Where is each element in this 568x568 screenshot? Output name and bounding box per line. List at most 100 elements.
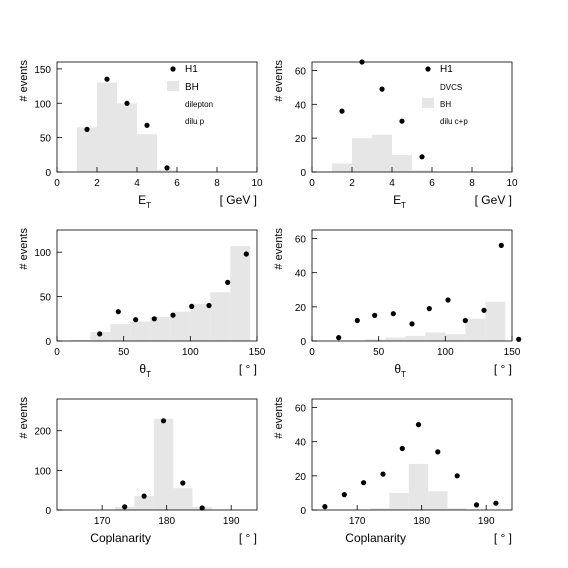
data-point [372,312,378,318]
data-point [322,504,328,510]
x-axis-label-main: Coplanarity [345,531,406,545]
legend-entry: BH [440,100,451,109]
legend-marker-point [425,66,431,72]
histogram-bar [485,301,506,341]
data-point [151,316,157,322]
y-axis-label: # events [273,397,285,439]
histogram-bar [150,317,171,341]
x-axis-unit: [ GeV ] [220,193,257,207]
legend-entry: BH [185,82,199,93]
y-tick-label: 150 [34,65,51,76]
data-point [409,321,415,327]
histogram-bar [130,321,151,341]
y-tick-label: 100 [34,99,51,110]
y-tick-label: 100 [34,466,51,477]
data-point [164,165,170,171]
y-tick-label: 60 [295,235,307,246]
y-tick-label: 60 [295,66,307,77]
y-tick-label: 50 [40,134,52,145]
histogram-bar [137,134,157,172]
x-axis-label-subscript: T [401,370,406,379]
plot-frame [311,398,513,511]
legend-entry: DVCS [440,83,462,92]
data-point [199,505,205,511]
x-axis-label-main: E [138,193,146,207]
x-axis-label-main: E [393,193,401,207]
data-point [336,335,342,341]
data-point [243,251,249,257]
legend-entry: dilepton [185,100,213,109]
x-axis-unit: [ ° ] [239,531,257,545]
histogram-bar [408,463,429,510]
y-tick-label: 0 [45,168,51,179]
data-point [124,100,130,106]
x-tick-label: 150 [249,347,266,358]
histogram-bar [465,318,486,341]
data-point [206,302,212,309]
data-point [225,279,231,285]
histogram-bar [405,335,426,341]
data-point [189,303,195,309]
histogram-bar [117,103,137,173]
data-point [180,480,186,486]
panel-5: 170 180 190 0 100 200 # events Coplanarity [ ° ] [18,397,258,545]
x-axis-label-main: θ [394,362,401,376]
data-point [379,86,385,92]
histogram-bar [190,303,211,341]
plot-frame [56,61,258,173]
histogram-bar [365,339,386,341]
plot-frame [56,398,258,511]
data-point [493,500,499,506]
data-point [498,242,504,248]
histogram-bar [428,491,448,510]
x-tick-label: 4 [134,178,140,189]
x-tick-label: 50 [118,347,130,358]
y-axis-label: # events [18,228,30,270]
data-point [426,306,432,312]
data-point [454,473,460,479]
y-axis-label: # events [273,228,285,270]
y-tick-label: 40 [295,438,307,449]
plot-frame [311,229,513,342]
x-tick-label: 180 [413,516,430,527]
data-point [419,154,425,160]
y-axis-label: # events [18,397,30,439]
histogram-bar [412,170,432,172]
histogram-bar [445,334,466,341]
panel-4: 0 50 100 150 0 20 40 60 # events θT [ ° ] [273,228,522,379]
data-point [341,492,347,498]
histogram-bar [110,324,131,341]
data-point [380,471,386,477]
histogram-bar [425,332,446,341]
data-point [435,449,441,455]
x-axis-label-subscript: T [401,201,406,210]
x-axis-unit: [ ° ] [494,531,512,545]
y-tick-label: 0 [300,168,306,179]
x-axis-label-subscript: T [146,201,151,210]
histogram-bar [210,292,231,341]
x-axis-label: Coplanarity [345,531,406,545]
histogram-bar [157,169,177,172]
y-tick-label: 200 [34,427,51,438]
x-tick-label: 8 [214,178,220,189]
panel-6: 170 180 190 0 20 40 60 # events Coplanarity [ ° ] [273,397,513,545]
data-point [133,317,139,323]
x-axis-label-main: Coplanarity [90,531,151,545]
histogram-bar [447,508,467,510]
data-point [144,122,150,128]
y-tick-label: 100 [34,248,51,259]
histogram-bar [153,418,174,510]
x-axis-label: ET [393,193,406,210]
data-point [462,317,468,324]
legend-entry: dilu c+p [440,117,468,126]
x-axis-label: Coplanarity [90,531,151,545]
data-point [415,422,422,428]
x-tick-label: 0 [54,347,60,358]
histogram-bar [170,311,191,341]
panel-2: 0 2 4 6 8 10 0 20 40 60 # events ET [ GeV ] H1 DVCS BH d… [273,59,518,210]
y-axis-label: # events [273,60,285,102]
x-tick-label: 50 [373,347,385,358]
x-tick-label: 2 [349,178,355,189]
x-axis-label: θT [394,362,406,379]
data-point [473,502,480,508]
